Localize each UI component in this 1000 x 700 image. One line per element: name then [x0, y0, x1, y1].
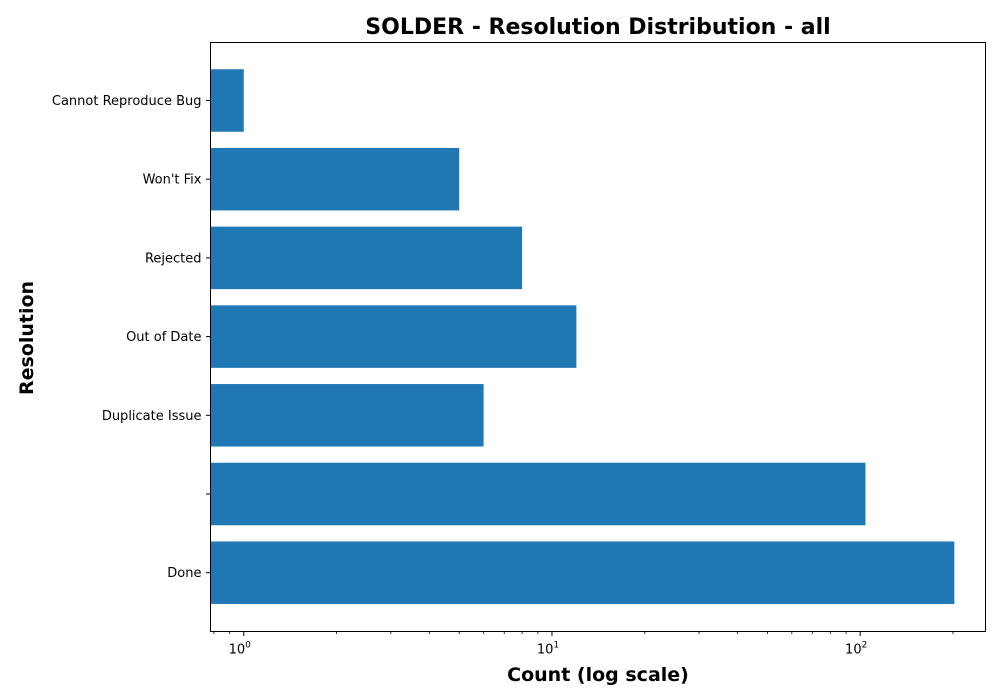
y-tick-label: Rejected — [145, 251, 202, 266]
bar — [210, 384, 484, 447]
plot-frame — [210, 42, 986, 632]
bar — [210, 147, 460, 211]
x-tick-label: 101 — [537, 641, 559, 658]
x-tick-label: 102 — [845, 641, 867, 658]
bar — [210, 226, 523, 290]
bar — [210, 305, 577, 368]
bar — [210, 69, 244, 132]
bar — [210, 541, 955, 604]
y-tick-label: Cannot Reproduce Bug — [52, 94, 202, 109]
x-ticks-group: 100 101 102 — [213, 631, 954, 658]
y-tick-label: Won't Fix — [143, 173, 202, 188]
y-axis-label: Resolution — [16, 281, 38, 395]
y-ticks-group: Cannot Reproduce Bug Won't Fix Rejected Out… — [52, 94, 211, 581]
bars-group — [210, 69, 955, 604]
chart-title: SOLDER - Resolution Distribution - all — [365, 15, 830, 40]
y-tick-label: Done — [167, 566, 201, 581]
bar — [210, 462, 866, 526]
x-tick-label: 100 — [229, 641, 252, 658]
x-axis-label: Count (log scale) — [507, 664, 689, 686]
y-tick-label: Duplicate Issue — [102, 409, 202, 424]
y-tick-label: Out of Date — [126, 330, 201, 345]
